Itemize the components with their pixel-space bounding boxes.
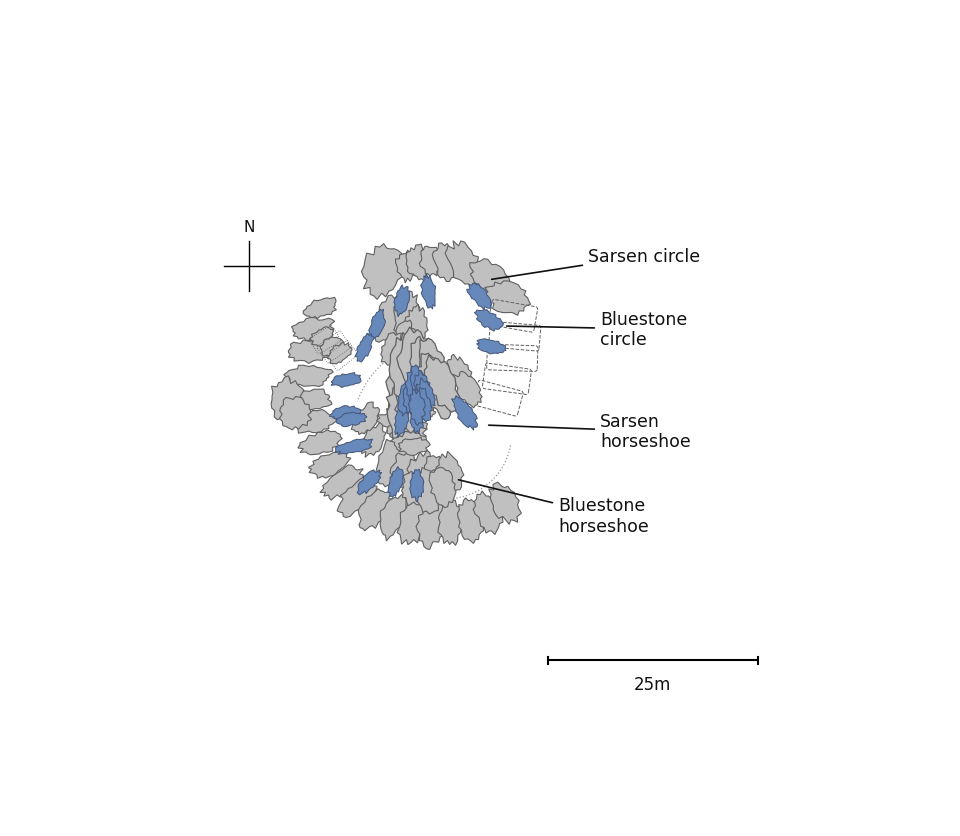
Polygon shape	[410, 470, 423, 502]
Polygon shape	[327, 344, 352, 364]
Polygon shape	[388, 467, 403, 498]
Polygon shape	[298, 431, 343, 456]
Polygon shape	[445, 242, 482, 290]
Polygon shape	[420, 247, 443, 277]
Polygon shape	[489, 482, 521, 525]
Polygon shape	[484, 282, 531, 316]
Polygon shape	[408, 390, 425, 426]
Polygon shape	[368, 309, 386, 342]
Polygon shape	[432, 243, 460, 283]
Polygon shape	[389, 333, 427, 403]
Polygon shape	[403, 378, 420, 414]
Polygon shape	[329, 406, 361, 421]
Text: Bluestone
horseshoe: Bluestone horseshoe	[459, 480, 649, 535]
Polygon shape	[397, 382, 416, 416]
Text: Bluestone
circle: Bluestone circle	[507, 310, 687, 349]
Polygon shape	[420, 339, 448, 396]
Polygon shape	[279, 397, 312, 431]
Polygon shape	[362, 244, 403, 300]
Polygon shape	[458, 498, 484, 544]
Polygon shape	[469, 259, 512, 298]
Polygon shape	[421, 456, 451, 499]
Polygon shape	[321, 338, 344, 357]
Polygon shape	[436, 451, 464, 492]
Polygon shape	[288, 340, 333, 364]
Polygon shape	[336, 412, 367, 427]
Polygon shape	[394, 285, 409, 318]
Polygon shape	[375, 431, 412, 487]
Polygon shape	[320, 466, 363, 501]
Polygon shape	[405, 305, 428, 347]
Polygon shape	[424, 355, 460, 413]
Polygon shape	[386, 372, 416, 439]
Polygon shape	[467, 283, 492, 310]
Polygon shape	[476, 339, 506, 354]
Polygon shape	[394, 292, 420, 335]
Polygon shape	[284, 366, 333, 387]
Polygon shape	[396, 350, 421, 413]
Polygon shape	[407, 451, 439, 501]
Polygon shape	[405, 368, 421, 403]
Text: N: N	[243, 220, 254, 235]
Polygon shape	[410, 365, 426, 400]
Polygon shape	[387, 420, 427, 443]
Polygon shape	[394, 321, 417, 356]
Text: Sarsen
horseshoe: Sarsen horseshoe	[489, 412, 691, 451]
Polygon shape	[351, 403, 379, 435]
Polygon shape	[410, 404, 423, 435]
Polygon shape	[372, 295, 407, 344]
Polygon shape	[303, 298, 336, 319]
Polygon shape	[451, 396, 477, 431]
Polygon shape	[413, 407, 436, 421]
Polygon shape	[295, 410, 338, 434]
Polygon shape	[376, 409, 427, 436]
Polygon shape	[396, 251, 419, 283]
Polygon shape	[309, 328, 333, 347]
Polygon shape	[446, 354, 474, 394]
Polygon shape	[271, 376, 304, 424]
Polygon shape	[474, 310, 503, 332]
Polygon shape	[380, 495, 407, 542]
Polygon shape	[337, 477, 377, 517]
Polygon shape	[417, 354, 453, 420]
Polygon shape	[473, 492, 503, 535]
Polygon shape	[331, 373, 361, 388]
Polygon shape	[406, 245, 432, 282]
Text: Sarsen circle: Sarsen circle	[492, 247, 700, 280]
Polygon shape	[397, 498, 428, 545]
Text: 25m: 25m	[635, 675, 671, 694]
Polygon shape	[420, 274, 436, 310]
Polygon shape	[395, 401, 410, 438]
Polygon shape	[359, 423, 386, 458]
Polygon shape	[292, 319, 335, 341]
Polygon shape	[416, 497, 445, 550]
Polygon shape	[452, 372, 482, 408]
Polygon shape	[355, 334, 374, 363]
Polygon shape	[438, 501, 464, 546]
Polygon shape	[390, 452, 418, 489]
Polygon shape	[415, 388, 432, 423]
Polygon shape	[396, 328, 436, 402]
Polygon shape	[417, 378, 435, 411]
Polygon shape	[358, 489, 393, 531]
Polygon shape	[335, 439, 372, 455]
Polygon shape	[381, 333, 404, 366]
Polygon shape	[308, 451, 351, 479]
Polygon shape	[386, 347, 416, 417]
Polygon shape	[429, 467, 456, 508]
Polygon shape	[390, 430, 426, 451]
Polygon shape	[401, 472, 427, 506]
Polygon shape	[398, 438, 430, 456]
Polygon shape	[289, 390, 332, 411]
Polygon shape	[412, 468, 445, 514]
Polygon shape	[414, 371, 433, 408]
Polygon shape	[357, 471, 382, 495]
Polygon shape	[395, 373, 422, 434]
Polygon shape	[410, 337, 445, 406]
